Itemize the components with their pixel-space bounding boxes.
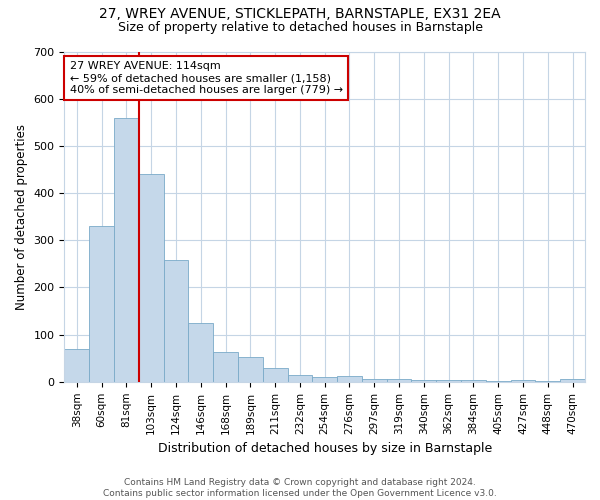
Bar (436, 380, 461, 382)
Bar (263, 368, 287, 382)
Bar (188, 323, 213, 382)
Text: 27, WREY AVENUE, STICKLEPATH, BARNSTAPLE, EX31 2EA: 27, WREY AVENUE, STICKLEPATH, BARNSTAPLE… (99, 8, 501, 22)
Bar (164, 260, 188, 382)
Bar (287, 374, 313, 382)
Bar (337, 376, 362, 382)
Bar (313, 377, 337, 382)
Bar (511, 380, 535, 382)
Text: 27 WREY AVENUE: 114sqm
← 59% of detached houses are smaller (1,158)
40% of semi-: 27 WREY AVENUE: 114sqm ← 59% of detached… (70, 62, 343, 94)
Bar (560, 380, 585, 382)
X-axis label: Distribution of detached houses by size in Barnstaple: Distribution of detached houses by size … (158, 442, 492, 455)
Bar (362, 380, 386, 382)
Bar (238, 358, 263, 382)
Bar (139, 174, 164, 382)
Bar (213, 352, 238, 382)
Bar (89, 226, 114, 382)
Bar (114, 118, 139, 382)
Bar (461, 380, 486, 382)
Bar (64, 349, 89, 382)
Bar (386, 380, 412, 382)
Y-axis label: Number of detached properties: Number of detached properties (15, 124, 28, 310)
Bar (412, 380, 436, 382)
Text: Size of property relative to detached houses in Barnstaple: Size of property relative to detached ho… (118, 21, 482, 34)
Text: Contains HM Land Registry data © Crown copyright and database right 2024.
Contai: Contains HM Land Registry data © Crown c… (103, 478, 497, 498)
